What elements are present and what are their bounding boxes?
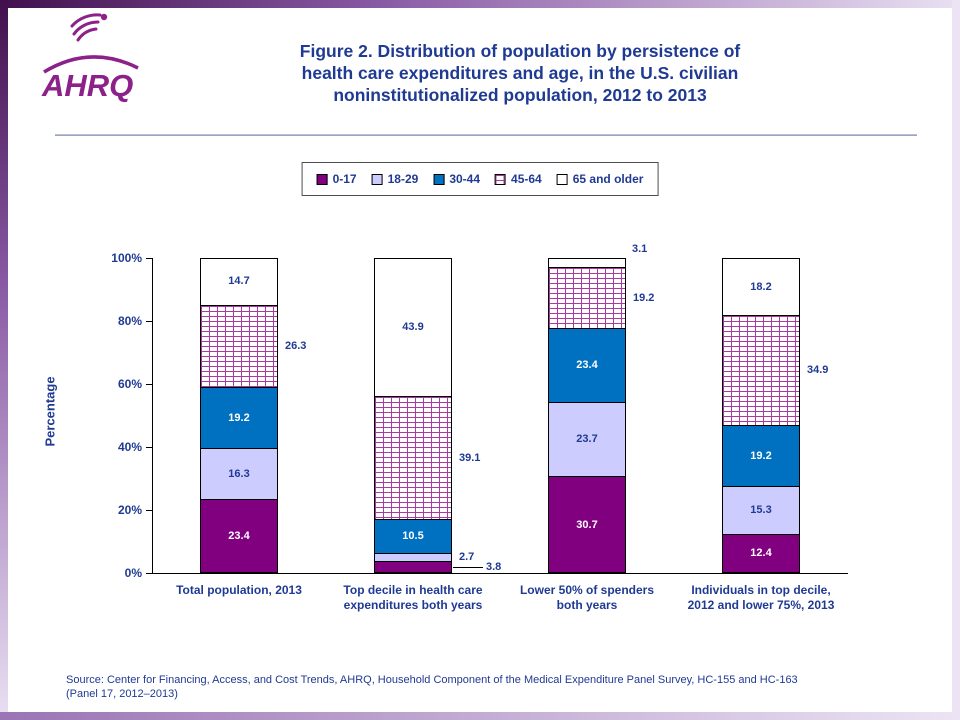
- category-label-line: Total population, 2013: [176, 583, 302, 597]
- value-label: 23.4: [228, 530, 250, 543]
- y-tick-mark: [146, 384, 152, 385]
- legend-label: 65 and older: [572, 172, 644, 186]
- y-tick-label: 60%: [117, 377, 142, 391]
- bar-segment-65-and-older: [374, 258, 452, 398]
- legend-swatch: [433, 173, 445, 185]
- bar-segment-30-44: [722, 425, 800, 487]
- category-label-line: Individuals in top decile,: [691, 583, 831, 597]
- bar-segment-45-64: [374, 396, 452, 521]
- bar-segment-18-29: [722, 485, 800, 535]
- bar-segment-65-and-older: [548, 257, 626, 269]
- category-label-line: Top decile in health care: [343, 583, 483, 597]
- value-label: 23.4: [576, 358, 598, 371]
- bar-segment-45-64: [200, 304, 278, 389]
- value-label: 3.1: [632, 242, 648, 255]
- y-tick-label: 0%: [124, 566, 142, 580]
- page-title: Figure 2. Distribution of population by …: [180, 40, 860, 106]
- value-label: 10.5: [402, 529, 424, 542]
- category-label: Lower 50% of spenders both years: [492, 583, 682, 613]
- y-tick-label: 100%: [111, 251, 142, 265]
- legend-swatch: [316, 173, 328, 185]
- leader-line: [453, 567, 483, 568]
- y-tick-label: 80%: [117, 314, 142, 328]
- legend-item-30-44: 30-44: [433, 172, 480, 186]
- legend-label: 0-17: [332, 172, 357, 186]
- legend-label: 30-44: [449, 172, 481, 186]
- frame-edge-bottom: [0, 712, 960, 720]
- hhs-eagle-icon: [70, 13, 108, 42]
- value-label: 19.2: [750, 449, 772, 462]
- bar-segment-0-17: [548, 476, 626, 573]
- category-label-line: expenditures both years: [343, 598, 483, 612]
- y-tick-mark: [146, 321, 152, 322]
- legend-item-45-64: 45-64: [495, 172, 542, 186]
- value-label: 39.1: [459, 451, 481, 464]
- value-label: 16.3: [228, 467, 250, 480]
- value-label: 14.7: [228, 275, 250, 288]
- legend-swatch: [556, 173, 568, 185]
- y-axis: [152, 258, 153, 574]
- category-label: Individuals in top decile, 2012 and lower…: [666, 583, 856, 613]
- legend-swatch: [495, 173, 507, 185]
- value-label: 30.7: [576, 518, 598, 531]
- ahrq-arc-icon: [43, 55, 139, 74]
- category-label-line: 2012 and lower 75%, 2013: [687, 598, 835, 612]
- value-label: 19.2: [633, 291, 655, 304]
- frame-edge-right: [952, 0, 960, 720]
- value-label: 18.2: [750, 280, 772, 293]
- legend-swatch: [371, 173, 383, 185]
- source-note: Source: Center for Financing, Access, an…: [66, 673, 926, 701]
- bar-segment-0-17: [374, 561, 452, 573]
- y-tick-label: 20%: [117, 503, 142, 517]
- frame-edge-top: [0, 0, 960, 8]
- source-line-1: Source: Center for Financing, Access, an…: [66, 674, 798, 686]
- y-tick-mark: [146, 510, 152, 511]
- legend-label: 45-64: [511, 172, 542, 186]
- legend-item-65-and-older: 65 and older: [556, 172, 644, 186]
- title-divider: [55, 134, 917, 136]
- y-tick-mark: [146, 258, 152, 259]
- category-label-line: Lower 50% of spenders: [519, 583, 655, 597]
- bar-segment-65-and-older: [200, 258, 278, 306]
- y-axis-title: Percentage: [42, 376, 58, 447]
- category-label: Top decile in health care expenditures bo…: [318, 583, 508, 613]
- legend-item-0-17: 0-17: [316, 172, 357, 186]
- value-label: 2.7: [459, 550, 475, 563]
- bar-segment-18-29: [548, 401, 626, 478]
- ahrq-wordmark: AHRQ: [41, 68, 133, 103]
- ahrq-logo: AHRQ: [41, 13, 139, 103]
- value-label: 3.8: [486, 561, 502, 573]
- bar-segment-18-29: [374, 552, 452, 563]
- frame-edge-left: [0, 0, 8, 720]
- value-label: 15.3: [750, 503, 772, 516]
- category-label-line: both years: [556, 598, 618, 612]
- value-label: 26.3: [285, 340, 307, 353]
- y-tick-mark: [146, 447, 152, 448]
- y-tick-label: 40%: [117, 440, 142, 454]
- title-line-3: noninstitutionalized population, 2012 to…: [333, 85, 707, 105]
- title-line-2: health care expenditures and age, in the…: [301, 63, 739, 83]
- value-label: 34.9: [807, 364, 829, 377]
- y-tick-mark: [146, 573, 152, 574]
- bar-segment-45-64: [548, 267, 626, 329]
- chart-legend: 0-17 18-29 30-44 45-64 65 and older: [301, 162, 659, 196]
- value-label: 43.9: [402, 321, 424, 334]
- value-label: 23.7: [576, 432, 598, 445]
- value-label: 19.2: [228, 411, 250, 424]
- x-axis: [152, 573, 848, 574]
- bar-segment-65-and-older: [722, 258, 800, 317]
- legend-item-18-29: 18-29: [371, 172, 419, 186]
- category-label: Total population, 2013: [144, 583, 334, 598]
- title-line-1: Figure 2. Distribution of population by …: [299, 41, 741, 61]
- bar-segment-45-64: [722, 315, 800, 427]
- source-line-2: (Panel 17, 2012–2013): [66, 688, 178, 700]
- legend-label: 18-29: [387, 172, 419, 186]
- value-label: 12.4: [750, 547, 772, 560]
